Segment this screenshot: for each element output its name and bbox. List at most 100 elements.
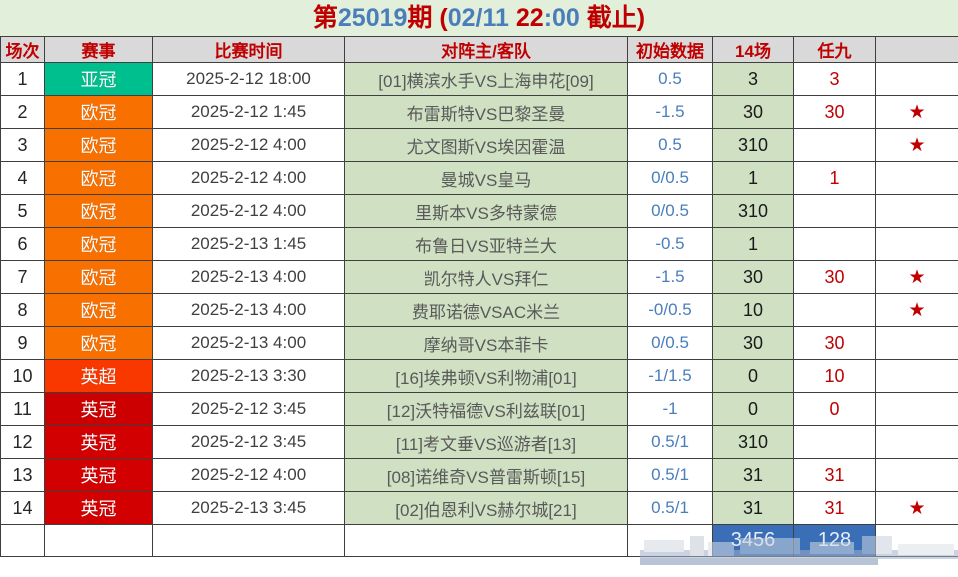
star-marker-cell[interactable] [875, 161, 958, 195]
match-teams-cell[interactable]: [11]考文垂VS巡游者[13] [344, 425, 628, 459]
league-badge: 欧冠 [44, 128, 153, 162]
match-teams-cell[interactable]: [02]伯恩利VS赫尔城[21] [344, 491, 628, 525]
match-time-cell: 2025-2-12 3:45 [152, 392, 345, 426]
match-time-cell: 2025-2-12 4:00 [152, 458, 345, 492]
league-badge: 欧冠 [44, 293, 153, 327]
table-row[interactable]: 2 欧冠 2025-2-12 1:45 布雷斯特VS巴黎圣曼 -1.5 30 30 ★ [0, 95, 958, 129]
initial-odds-cell: 0/0.5 [627, 194, 713, 228]
initial-odds-cell: -1/1.5 [627, 359, 713, 393]
match-time-cell: 2025-2-12 4:00 [152, 161, 345, 195]
ren-jiu-value-cell: 3 [793, 62, 876, 96]
col-14-value-cell: 310 [712, 194, 794, 228]
ren-jiu-value-cell: 31 [793, 458, 876, 492]
initial-odds-cell: 0.5/1 [627, 425, 713, 459]
initial-odds-cell: 0.5/1 [627, 491, 713, 525]
row-number-cell: 13 [0, 458, 45, 492]
col-14-value-cell: 31 [712, 491, 794, 525]
col-14-value-cell: 30 [712, 95, 794, 129]
row-number-cell: 2 [0, 95, 45, 129]
title-date: 02/11 [447, 3, 509, 32]
match-teams-cell[interactable]: [12]沃特福德VS利兹联[01] [344, 392, 628, 426]
match-time-cell: 2025-2-13 4:00 [152, 293, 345, 327]
table-row[interactable]: 4 欧冠 2025-2-12 4:00 曼城VS皇马 0/0.5 1 1 [0, 161, 958, 195]
league-badge: 英冠 [44, 425, 153, 459]
league-badge: 亚冠 [44, 62, 153, 96]
title-paren-open: ( [439, 3, 448, 32]
sum-blank-match [344, 524, 628, 557]
col-14-value-cell: 1 [712, 161, 794, 195]
league-badge: 欧冠 [44, 326, 153, 360]
ren-jiu-value-cell: 30 [793, 326, 876, 360]
title-issue-number: 25019 [337, 3, 408, 32]
match-teams-cell[interactable]: 里斯本VS多特蒙德 [344, 194, 628, 228]
match-teams-cell[interactable]: 布雷斯特VS巴黎圣曼 [344, 95, 628, 129]
ren-jiu-value-cell: 10 [793, 359, 876, 393]
star-marker-cell[interactable] [875, 359, 958, 393]
ren-jiu-value-cell [793, 425, 876, 459]
table-row[interactable]: 14 英冠 2025-2-13 3:45 [02]伯恩利VS赫尔城[21] 0.5/1 3… [0, 491, 958, 525]
star-marker-cell[interactable] [875, 227, 958, 261]
table-row[interactable]: 12 英冠 2025-2-12 3:45 [11]考文垂VS巡游者[13] 0.5/1 3… [0, 425, 958, 459]
row-number-cell: 14 [0, 491, 45, 525]
match-time-cell: 2025-2-13 4:00 [152, 326, 345, 360]
col-header-time: 比赛时间 [152, 36, 345, 63]
total-renjiu-cell: 128 [793, 524, 876, 557]
match-teams-cell[interactable]: 摩纳哥VS本菲卡 [344, 326, 628, 360]
table-row[interactable]: 8 欧冠 2025-2-13 4:00 费耶诺德VSAC米兰 -0/0.5 10 ★ [0, 293, 958, 327]
table-row[interactable]: 6 欧冠 2025-2-13 1:45 布鲁日VS亚特兰大 -0.5 1 [0, 227, 958, 261]
star-marker-cell[interactable] [875, 458, 958, 492]
initial-odds-cell: 0.5/1 [627, 458, 713, 492]
star-marker-cell[interactable] [875, 425, 958, 459]
match-teams-cell[interactable]: [08]诺维奇VS普雷斯顿[15] [344, 458, 628, 492]
row-number-cell: 1 [0, 62, 45, 96]
ren-jiu-value-cell: 0 [793, 392, 876, 426]
page-title: 第25019期 (02/11 22:00 截止) [313, 3, 645, 32]
table-row[interactable]: 11 英冠 2025-2-12 3:45 [12]沃特福德VS利兹联[01] -1 0 0 [0, 392, 958, 426]
sum-blank-no [0, 524, 45, 557]
match-teams-cell[interactable]: [01]横滨水手VS上海申花[09] [344, 62, 628, 96]
col-14-value-cell: 310 [712, 425, 794, 459]
ren-jiu-value-cell: 30 [793, 95, 876, 129]
star-marker-cell[interactable]: ★ [875, 128, 958, 162]
ren-jiu-value-cell [793, 293, 876, 327]
initial-odds-cell: -0/0.5 [627, 293, 713, 327]
col-14-value-cell: 0 [712, 359, 794, 393]
match-time-cell: 2025-2-13 4:00 [152, 260, 345, 294]
star-marker-cell[interactable]: ★ [875, 293, 958, 327]
star-marker-cell[interactable]: ★ [875, 95, 958, 129]
initial-odds-cell: -0.5 [627, 227, 713, 261]
table-row[interactable]: 7 欧冠 2025-2-13 4:00 凯尔特人VS拜仁 -1.5 30 30 ★ [0, 260, 958, 294]
star-marker-cell[interactable]: ★ [875, 260, 958, 294]
table-row[interactable]: 13 英冠 2025-2-12 4:00 [08]诺维奇VS普雷斯顿[15] 0.5/1… [0, 458, 958, 492]
table-row[interactable]: 1 亚冠 2025-2-12 18:00 [01]横滨水手VS上海申花[09] 0.5 3… [0, 62, 958, 96]
table-row[interactable]: 9 欧冠 2025-2-13 4:00 摩纳哥VS本菲卡 0/0.5 30 30 [0, 326, 958, 360]
star-marker-cell[interactable]: ★ [875, 491, 958, 525]
match-time-cell: 2025-2-12 4:00 [152, 194, 345, 228]
league-badge: 英冠 [44, 392, 153, 426]
match-time-cell: 2025-2-13 3:45 [152, 491, 345, 525]
league-badge: 英冠 [44, 491, 153, 525]
star-marker-cell[interactable] [875, 62, 958, 96]
match-teams-cell[interactable]: [16]埃弗顿VS利物浦[01] [344, 359, 628, 393]
col-14-value-cell: 0 [712, 392, 794, 426]
star-marker-cell[interactable] [875, 392, 958, 426]
table-row[interactable]: 3 欧冠 2025-2-12 4:00 尤文图斯VS埃因霍温 0.5 310 ★ [0, 128, 958, 162]
match-time-cell: 2025-2-12 18:00 [152, 62, 345, 96]
ren-jiu-value-cell: 30 [793, 260, 876, 294]
ren-jiu-value-cell: 31 [793, 491, 876, 525]
league-badge: 欧冠 [44, 95, 153, 129]
col-14-value-cell: 30 [712, 326, 794, 360]
match-teams-cell[interactable]: 费耶诺德VSAC米兰 [344, 293, 628, 327]
league-badge: 英超 [44, 359, 153, 393]
match-teams-cell[interactable]: 布鲁日VS亚特兰大 [344, 227, 628, 261]
star-marker-cell[interactable] [875, 194, 958, 228]
table-row[interactable]: 5 欧冠 2025-2-12 4:00 里斯本VS多特蒙德 0/0.5 310 [0, 194, 958, 228]
star-marker-cell[interactable] [875, 326, 958, 360]
col-header-no: 场次 [0, 36, 45, 63]
match-teams-cell[interactable]: 尤文图斯VS埃因霍温 [344, 128, 628, 162]
col-header-star [875, 36, 958, 63]
ren-jiu-value-cell [793, 194, 876, 228]
table-row[interactable]: 10 英超 2025-2-13 3:30 [16]埃弗顿VS利物浦[01] -1/1.5… [0, 359, 958, 393]
match-teams-cell[interactable]: 凯尔特人VS拜仁 [344, 260, 628, 294]
match-teams-cell[interactable]: 曼城VS皇马 [344, 161, 628, 195]
